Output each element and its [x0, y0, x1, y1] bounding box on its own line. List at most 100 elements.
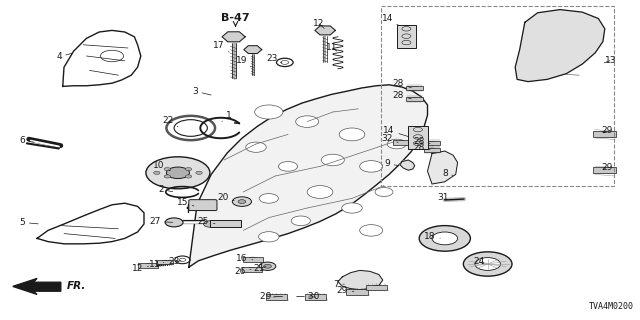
Polygon shape	[244, 46, 262, 53]
Bar	[346, 289, 368, 294]
Text: 31: 31	[437, 193, 454, 202]
Polygon shape	[13, 278, 61, 294]
Circle shape	[264, 264, 271, 268]
Bar	[406, 86, 423, 90]
Polygon shape	[338, 270, 383, 290]
Bar	[593, 167, 616, 173]
Circle shape	[164, 175, 170, 178]
Text: 27: 27	[149, 217, 173, 226]
Bar	[138, 263, 159, 268]
Circle shape	[238, 200, 246, 204]
Text: 23: 23	[168, 257, 181, 266]
Circle shape	[360, 161, 383, 172]
Circle shape	[291, 216, 310, 226]
Text: 8: 8	[442, 169, 453, 178]
Text: TVA4M0200: TVA4M0200	[589, 302, 634, 311]
Circle shape	[307, 186, 333, 198]
Circle shape	[196, 171, 202, 174]
Circle shape	[164, 168, 170, 171]
Circle shape	[278, 162, 298, 171]
Polygon shape	[189, 85, 428, 267]
Bar	[243, 257, 263, 262]
Text: 18: 18	[424, 232, 440, 241]
Text: 25: 25	[198, 217, 215, 226]
Bar	[157, 260, 173, 264]
Text: 14: 14	[381, 14, 399, 26]
Circle shape	[165, 218, 183, 227]
Text: 10: 10	[153, 161, 170, 171]
Text: 32: 32	[381, 134, 398, 143]
Bar	[305, 294, 326, 300]
Polygon shape	[400, 160, 415, 170]
Bar	[210, 220, 241, 227]
Text: — 30: — 30	[296, 292, 319, 301]
Text: 21: 21	[253, 264, 266, 273]
Circle shape	[255, 105, 283, 119]
Text: 7: 7	[333, 280, 344, 289]
Text: 11: 11	[326, 43, 337, 52]
FancyBboxPatch shape	[189, 200, 217, 211]
Text: 28: 28	[413, 143, 430, 152]
Circle shape	[232, 197, 252, 206]
Text: 28: 28	[392, 79, 412, 88]
Text: 29: 29	[601, 163, 612, 172]
Text: 2: 2	[159, 185, 173, 194]
Circle shape	[475, 258, 500, 270]
Text: 20: 20	[217, 193, 234, 202]
Bar	[424, 148, 440, 152]
Polygon shape	[515, 10, 605, 82]
Text: 29 —: 29 —	[260, 292, 284, 301]
Bar	[424, 141, 440, 146]
Text: 12: 12	[313, 19, 324, 28]
Bar	[397, 25, 416, 48]
Bar	[365, 285, 387, 290]
Circle shape	[296, 116, 319, 127]
Circle shape	[259, 232, 279, 242]
Text: 28: 28	[392, 91, 412, 100]
Text: 23: 23	[266, 54, 282, 63]
Text: 11: 11	[149, 260, 164, 269]
Text: 9: 9	[385, 159, 399, 168]
Circle shape	[375, 188, 393, 196]
Bar	[406, 97, 423, 101]
Bar	[408, 126, 428, 149]
Text: 5: 5	[20, 218, 38, 227]
Text: 22: 22	[162, 116, 178, 127]
Circle shape	[154, 171, 160, 174]
Text: 13: 13	[604, 56, 617, 65]
Circle shape	[387, 139, 406, 149]
Text: 15: 15	[177, 198, 194, 207]
Text: 29: 29	[601, 126, 612, 135]
Circle shape	[419, 226, 470, 251]
Text: 3: 3	[193, 87, 211, 96]
Text: FR.: FR.	[67, 281, 86, 292]
Polygon shape	[222, 32, 245, 42]
Circle shape	[432, 232, 458, 245]
Text: 1: 1	[222, 111, 232, 121]
Bar	[381, 6, 614, 186]
Text: 17: 17	[213, 41, 229, 52]
Circle shape	[321, 154, 344, 166]
Circle shape	[463, 252, 512, 276]
Text: B-47: B-47	[221, 12, 250, 23]
Text: 24: 24	[473, 257, 484, 266]
Circle shape	[186, 168, 192, 171]
Circle shape	[166, 167, 189, 179]
Text: 14: 14	[383, 126, 408, 137]
Text: 12: 12	[132, 264, 148, 273]
Circle shape	[259, 194, 278, 203]
Circle shape	[360, 225, 383, 236]
Polygon shape	[315, 26, 335, 35]
Text: 19: 19	[236, 56, 251, 67]
Text: 26: 26	[234, 267, 251, 276]
Polygon shape	[428, 151, 458, 184]
Bar	[266, 294, 287, 300]
Circle shape	[259, 262, 276, 270]
Bar	[241, 267, 262, 272]
Circle shape	[246, 142, 266, 152]
Text: 29: 29	[337, 286, 354, 295]
Circle shape	[146, 157, 210, 189]
Bar	[393, 140, 411, 145]
Text: 16: 16	[236, 254, 253, 263]
Circle shape	[186, 175, 192, 178]
